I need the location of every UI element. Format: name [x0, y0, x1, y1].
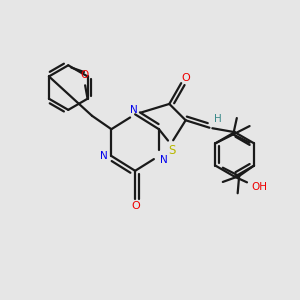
Text: N: N: [100, 151, 108, 161]
Text: O: O: [181, 73, 190, 83]
Text: O: O: [80, 70, 89, 80]
Text: H: H: [214, 114, 222, 124]
Text: O: O: [131, 202, 140, 212]
Text: N: N: [130, 105, 137, 115]
Text: OH: OH: [251, 182, 267, 192]
Text: N: N: [160, 155, 168, 165]
Text: S: S: [169, 144, 176, 157]
